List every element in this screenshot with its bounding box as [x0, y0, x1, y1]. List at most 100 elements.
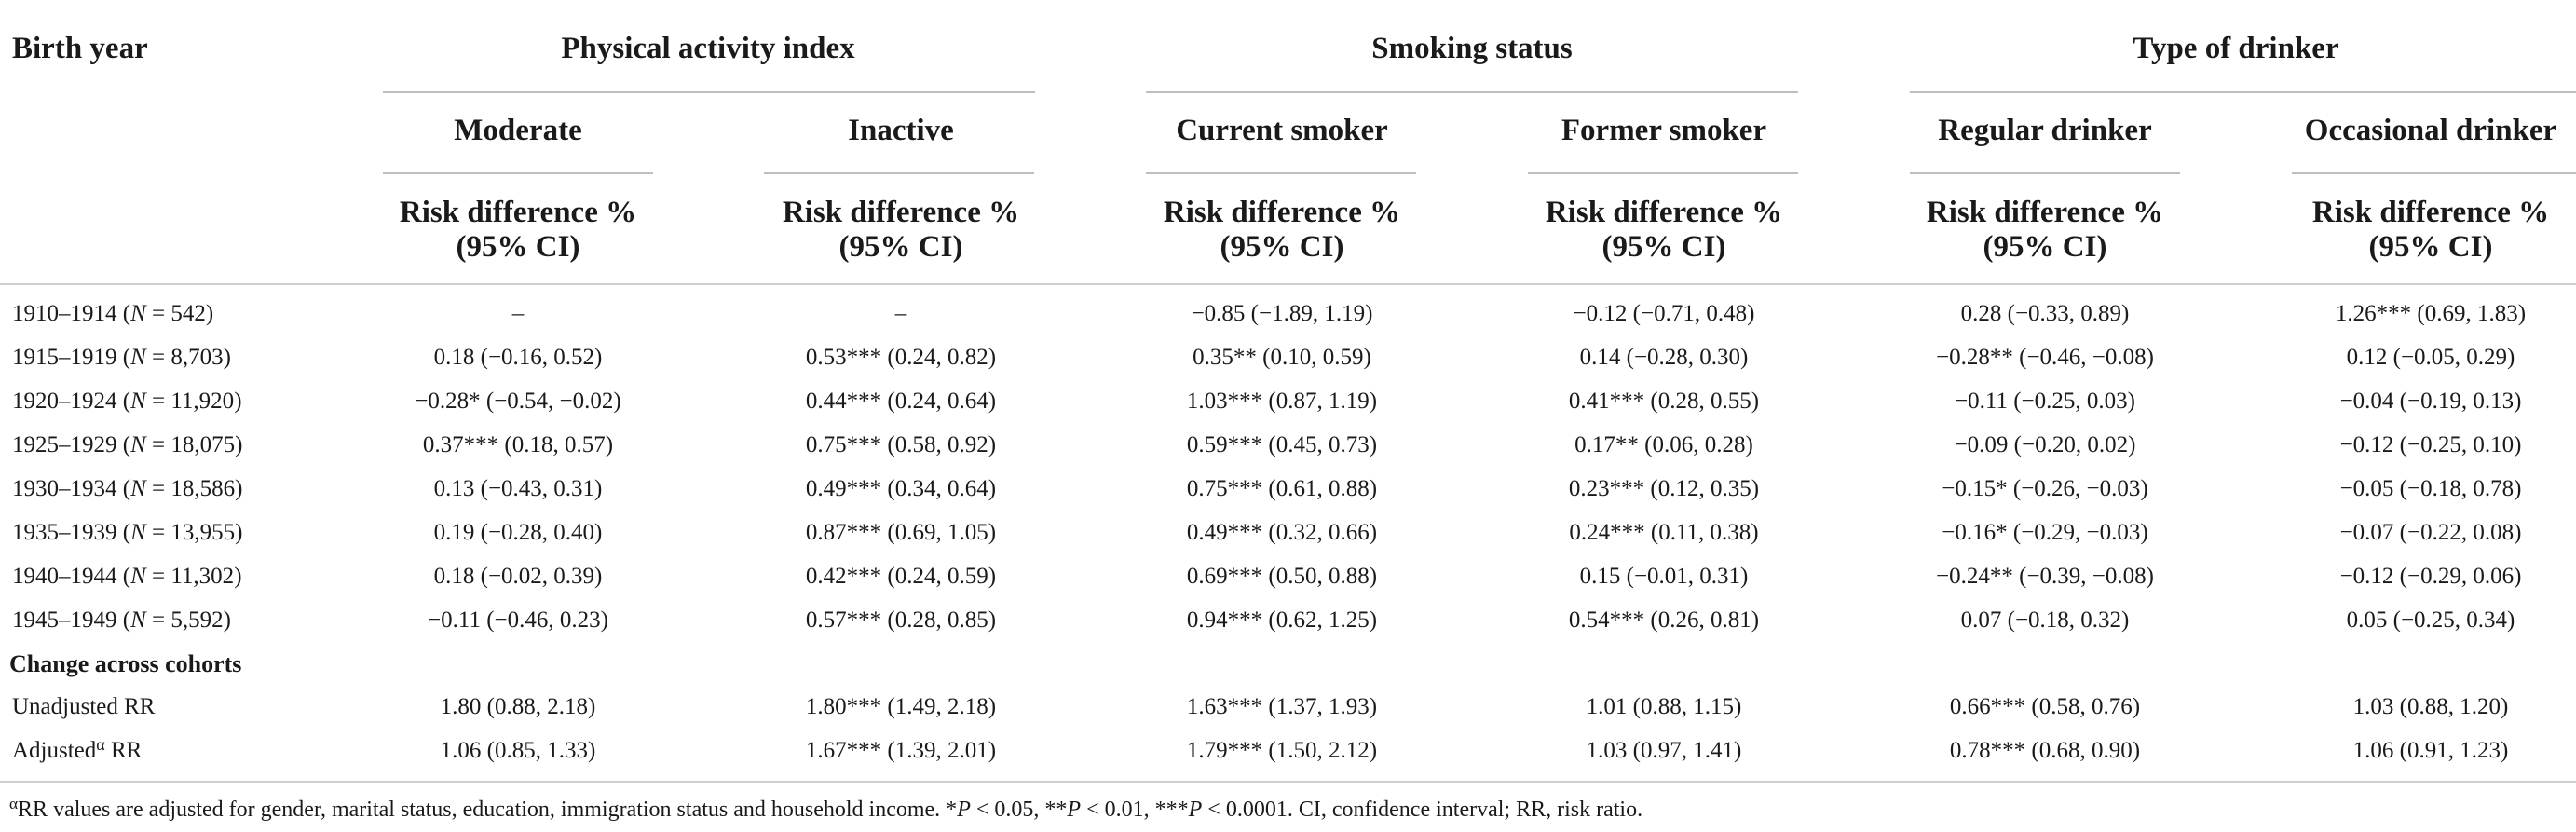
- table-cell: –: [511, 301, 525, 326]
- table-cell: –: [894, 301, 907, 326]
- summary-cell: 1.06 (0.91, 1.23): [2352, 738, 2509, 763]
- n-value: = 13,955: [145, 520, 236, 545]
- n-value: = 542: [145, 301, 206, 326]
- table-cell: 0.69*** (0.50, 0.88): [1186, 564, 1378, 589]
- summary-cell: 1.80*** (1.49, 2.18): [805, 694, 997, 719]
- n-symbol: N: [130, 345, 146, 370]
- n-symbol: N: [130, 476, 146, 501]
- subcolumn-header-former-smoker: Former smoker: [1561, 114, 1767, 147]
- n-symbol: N: [130, 301, 146, 326]
- table-cell: 0.24*** (0.11, 0.38): [1569, 520, 1759, 545]
- table-cell: 0.35** (0.10, 0.59): [1193, 345, 1371, 370]
- table-cell: −0.12 (−0.29, 0.06): [2339, 564, 2522, 589]
- metric-header: Risk difference % (95% CI): [782, 196, 1020, 264]
- table-cell: 0.42*** (0.24, 0.59): [805, 564, 997, 589]
- row-label: 1910–1914 (N = 542): [12, 301, 214, 326]
- table-cell: −0.11 (−0.46, 0.23): [428, 607, 608, 633]
- subcolumn-header-occasional-drinker: Occasional drinker: [2304, 114, 2557, 147]
- summary-cell: 1.06 (0.85, 1.33): [440, 738, 596, 763]
- table-cell: 0.37*** (0.18, 0.57): [422, 432, 614, 457]
- n-value: = 18,075: [145, 432, 236, 457]
- birth-year: 1920–1924: [12, 389, 117, 414]
- table-cell: 0.28 (−0.33, 0.89): [1960, 301, 2130, 326]
- table-cell: 0.19 (−0.28, 0.40): [433, 520, 603, 545]
- table-cell: −0.09 (−0.20, 0.02): [1954, 432, 2136, 457]
- n-symbol: N: [130, 520, 146, 545]
- row-label: 1945–1949 (N = 5,592): [12, 607, 231, 633]
- table-cell: 0.94*** (0.62, 1.25): [1186, 607, 1378, 633]
- subcolumn-header-inactive: Inactive: [848, 114, 954, 147]
- table-cell: 0.05 (−0.25, 0.34): [2346, 607, 2515, 633]
- table-cell: 0.12 (−0.05, 0.29): [2346, 345, 2515, 370]
- table-cell: 0.23*** (0.12, 0.35): [1568, 476, 1760, 501]
- row-label: 1935–1939 (N = 13,955): [12, 520, 243, 545]
- group-rule-physical-activity: [383, 91, 1035, 93]
- table-cell: 0.53*** (0.24, 0.82): [805, 345, 997, 370]
- table-cell: 0.13 (−0.43, 0.31): [433, 476, 603, 501]
- metric-header: Risk difference % (95% CI): [2311, 196, 2550, 264]
- birth-year: 1915–1919: [12, 345, 117, 370]
- table-cell: 1.26*** (0.69, 1.83): [2335, 301, 2527, 326]
- subcolumn-rule: [2292, 172, 2576, 174]
- table-cell: −0.28* (−0.54, −0.02): [415, 389, 621, 414]
- metric-header: Risk difference % (95% CI): [1926, 196, 2164, 264]
- group-header-physical-activity: Physical activity index: [561, 32, 855, 65]
- table-cell: −0.05 (−0.18, 0.78): [2339, 476, 2522, 501]
- subcolumn-rule: [383, 172, 653, 174]
- summary-label: Adjusted: [12, 738, 97, 763]
- table-cell: 0.75*** (0.58, 0.92): [805, 432, 997, 457]
- group-rule-type-of-drinker: [1910, 91, 2576, 93]
- summary-cell: 1.03 (0.88, 1.20): [2352, 694, 2509, 719]
- table-cell: −0.85 (−1.89, 1.19): [1191, 301, 1373, 326]
- table-cell: −0.28** (−0.46, −0.08): [1936, 345, 2154, 370]
- table-cell: 0.54*** (0.26, 0.81): [1568, 607, 1760, 633]
- subcolumn-rule: [1910, 172, 2180, 174]
- table-cell: −0.15* (−0.26, −0.03): [1942, 476, 2148, 501]
- birth-year: 1910–1914: [12, 301, 117, 326]
- summary-row-label: Adjustedα RR: [12, 736, 143, 765]
- n-value: = 8,703: [145, 345, 224, 370]
- summary-cell: 1.80 (0.88, 2.18): [440, 694, 596, 719]
- birth-year: 1940–1944: [12, 564, 117, 589]
- group-header-smoking-status: Smoking status: [1371, 32, 1573, 65]
- table-cell: −0.11 (−0.25, 0.03): [1955, 389, 2135, 414]
- subcolumn-rule: [764, 172, 1034, 174]
- birth-year: 1930–1934: [12, 476, 117, 501]
- table-cell: −0.04 (−0.19, 0.13): [2339, 389, 2522, 414]
- summary-cell: 1.79*** (1.50, 2.12): [1186, 738, 1378, 763]
- summary-cell: 1.63*** (1.37, 1.93): [1186, 694, 1378, 719]
- n-symbol: N: [130, 432, 146, 457]
- subcolumn-rule: [1146, 172, 1416, 174]
- group-header-type-of-drinker: Type of drinker: [2133, 32, 2339, 65]
- section-label-change-across-cohorts: Change across cohorts: [9, 650, 242, 677]
- summary-cell: 0.78*** (0.68, 0.90): [1949, 738, 2141, 763]
- birth-year: 1945–1949: [12, 607, 117, 633]
- table-cell: 0.15 (−0.01, 0.31): [1579, 564, 1749, 589]
- table-footnote: αRR values are adjusted for gender, mari…: [9, 795, 1643, 822]
- n-value: = 11,302: [145, 564, 235, 589]
- birth-year: 1935–1939: [12, 520, 117, 545]
- table-cell: 1.03*** (0.87, 1.19): [1186, 389, 1378, 414]
- row-label: 1920–1924 (N = 11,920): [12, 389, 242, 414]
- row-label: 1915–1919 (N = 8,703): [12, 345, 231, 370]
- table-cell: 0.87*** (0.69, 1.05): [805, 520, 997, 545]
- metric-header: Risk difference % (95% CI): [399, 196, 637, 264]
- table-cell: 0.75*** (0.61, 0.88): [1186, 476, 1378, 501]
- table-cell: 0.41*** (0.28, 0.55): [1568, 389, 1760, 414]
- row-label: 1940–1944 (N = 11,302): [12, 564, 242, 589]
- subcolumn-header-moderate: Moderate: [454, 114, 582, 147]
- table-cell: 0.18 (−0.02, 0.39): [433, 564, 603, 589]
- subcolumn-header-regular-drinker: Regular drinker: [1938, 114, 2152, 147]
- row-label: 1925–1929 (N = 18,075): [12, 432, 243, 457]
- table-cell: −0.12 (−0.25, 0.10): [2339, 432, 2522, 457]
- n-symbol: N: [130, 607, 146, 633]
- summary-cell: 1.01 (0.88, 1.15): [1586, 694, 1742, 719]
- table-cell: −0.12 (−0.71, 0.48): [1573, 301, 1755, 326]
- subcolumn-rule: [1528, 172, 1798, 174]
- summary-cell: 0.66*** (0.58, 0.76): [1949, 694, 2141, 719]
- subcolumn-header-current-smoker: Current smoker: [1176, 114, 1388, 147]
- table-cell: 0.57*** (0.28, 0.85): [805, 607, 997, 633]
- table-cell: −0.16* (−0.29, −0.03): [1942, 520, 2148, 545]
- summary-row-label: Unadjusted RR: [12, 693, 155, 721]
- summary-label-suffix: RR: [104, 738, 143, 763]
